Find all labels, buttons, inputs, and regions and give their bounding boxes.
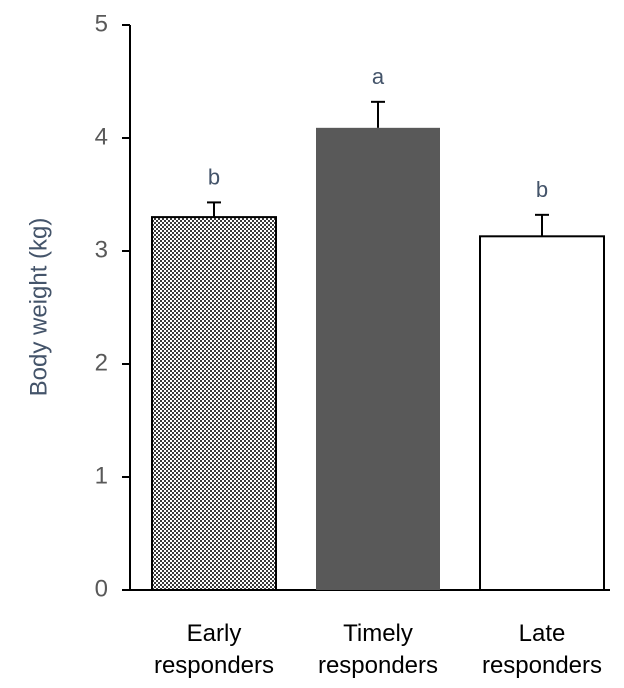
x-category-label: Timely responders xyxy=(318,620,438,679)
x-category-label: Late responders xyxy=(482,620,602,679)
y-tick-label: 4 xyxy=(95,123,108,150)
x-category-label-line: responders xyxy=(482,652,602,679)
y-axis-title: Body weight (kg) xyxy=(25,218,52,397)
bar-1 xyxy=(316,127,440,590)
x-category-label-line: Timely xyxy=(343,620,413,647)
plot-area: 0 1 2 3 4 5 b Early responders a Timely responders b… xyxy=(95,10,610,679)
y-tick-label: 5 xyxy=(95,10,108,37)
significance-letter: b xyxy=(208,164,220,189)
x-category-label-line: Late xyxy=(519,620,566,647)
x-category-label-line: Early xyxy=(187,620,242,647)
x-category-label: Early responders xyxy=(154,620,274,679)
y-tick-label: 2 xyxy=(95,349,108,376)
y-tick-label: 0 xyxy=(95,575,108,602)
significance-letter: b xyxy=(536,177,548,202)
significance-letter: a xyxy=(372,64,385,89)
bar-2 xyxy=(479,235,605,591)
y-tick-label: 3 xyxy=(95,236,108,263)
y-tick-label: 1 xyxy=(95,462,108,489)
x-category-label-line: responders xyxy=(154,652,274,679)
x-category-label-line: responders xyxy=(318,652,438,679)
bar-0 xyxy=(151,216,277,591)
